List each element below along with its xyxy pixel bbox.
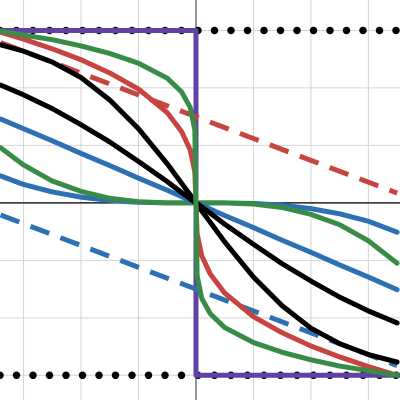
curve <box>0 28 400 378</box>
